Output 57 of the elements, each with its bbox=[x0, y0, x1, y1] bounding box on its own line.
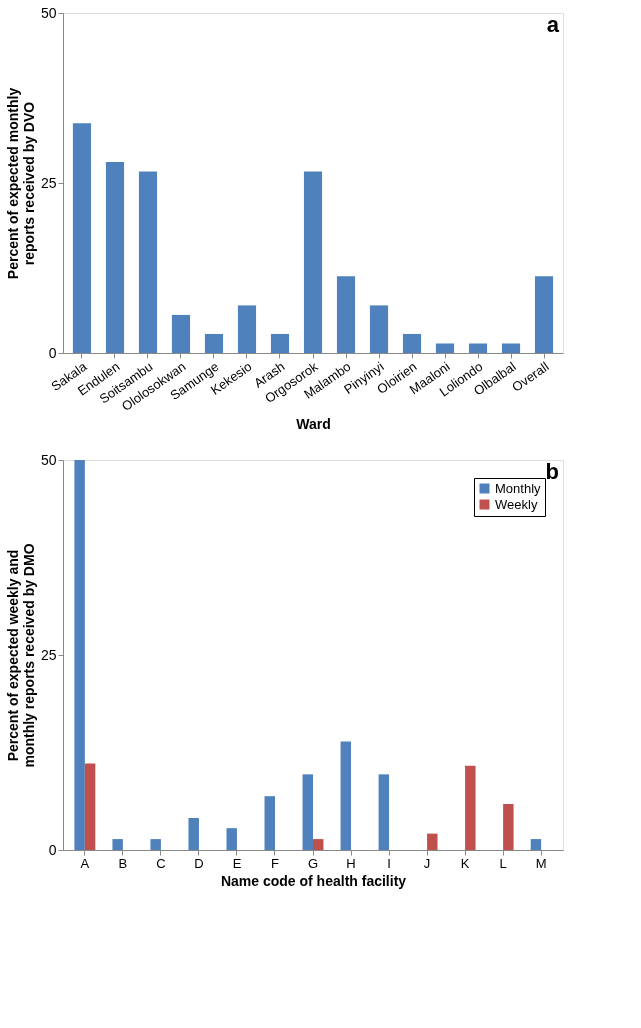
bar bbox=[465, 765, 476, 850]
bar bbox=[74, 460, 85, 850]
legend-label: Weekly bbox=[495, 496, 538, 512]
bar bbox=[468, 343, 488, 353]
x-tick-label: J bbox=[423, 855, 431, 871]
bar bbox=[204, 333, 224, 353]
bar bbox=[402, 333, 422, 353]
x-tick-label: A bbox=[80, 855, 90, 871]
y-tick-label: 50 bbox=[40, 4, 57, 21]
bar bbox=[112, 839, 123, 850]
y-axis-title: Percent of expected monthly reports received by DVO bbox=[4, 87, 37, 280]
y-tick-label: 0 bbox=[48, 344, 57, 361]
bar bbox=[237, 305, 257, 353]
bar bbox=[501, 343, 521, 353]
x-tick-label: K bbox=[460, 855, 470, 871]
bar bbox=[264, 796, 275, 850]
x-tick-label: I bbox=[387, 855, 391, 871]
bar bbox=[503, 803, 514, 850]
bar bbox=[378, 774, 390, 850]
bar bbox=[226, 828, 237, 850]
legend-label: Monthly bbox=[495, 480, 542, 496]
bar bbox=[369, 305, 389, 353]
x-tick-label: D bbox=[194, 855, 204, 871]
x-tick-label: C bbox=[156, 855, 166, 871]
x-tick-label: G bbox=[307, 855, 319, 871]
bar bbox=[138, 171, 158, 353]
y-tick-label: 50 bbox=[40, 451, 57, 468]
annotation: a bbox=[546, 12, 560, 37]
bar bbox=[84, 763, 96, 850]
bar bbox=[302, 774, 313, 850]
bar bbox=[105, 161, 125, 353]
x-tick-label: L bbox=[499, 855, 507, 871]
bar bbox=[188, 818, 199, 850]
bar bbox=[427, 833, 438, 850]
bar bbox=[270, 333, 290, 353]
x-tick-label: E bbox=[232, 855, 242, 871]
x-tick-label: M bbox=[535, 855, 547, 871]
bar bbox=[150, 839, 161, 850]
x-tick-label: F bbox=[271, 855, 279, 871]
x-tick-label: H bbox=[346, 855, 356, 871]
bar bbox=[340, 741, 352, 850]
bar bbox=[171, 314, 191, 353]
bar bbox=[336, 276, 356, 353]
bar bbox=[313, 839, 324, 850]
bar bbox=[303, 171, 323, 353]
y-tick-label: 0 bbox=[48, 841, 57, 858]
y-tick-label: 25 bbox=[40, 646, 57, 663]
bar bbox=[530, 839, 542, 850]
bar bbox=[435, 343, 455, 353]
y-tick-label: 25 bbox=[40, 174, 57, 191]
x-axis-title: Name code of health facility bbox=[220, 872, 407, 889]
bar bbox=[72, 123, 92, 353]
annotation: b bbox=[545, 459, 559, 484]
y-axis-title: Percent of expected weekly and monthly reports received by DMO bbox=[4, 543, 37, 768]
x-tick-label: B bbox=[118, 855, 128, 871]
bar bbox=[534, 276, 554, 353]
x-axis-title: Ward bbox=[296, 415, 331, 432]
